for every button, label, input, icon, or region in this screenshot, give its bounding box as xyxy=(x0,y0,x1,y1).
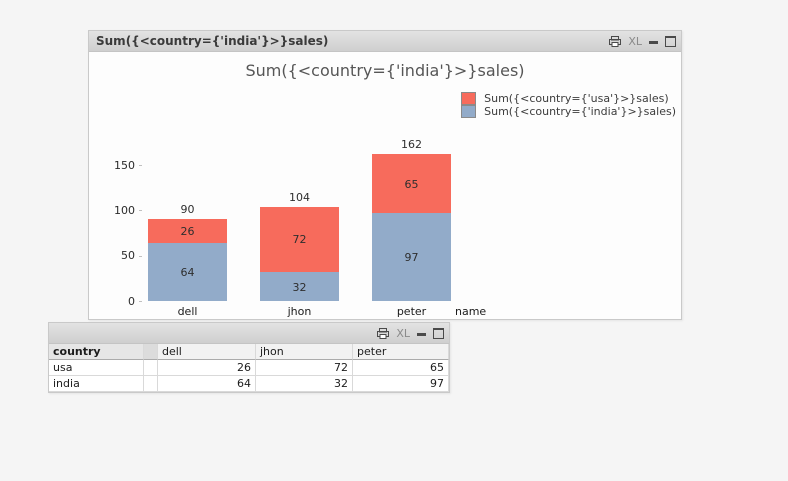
x-axis-label: name xyxy=(455,305,487,318)
table-spacer-cell xyxy=(144,376,158,392)
bar-segment[interactable] xyxy=(148,219,227,243)
y-axis-tick-label: 50 xyxy=(121,249,135,263)
chart-window-title: Sum({<country={'india'}>}sales) xyxy=(96,34,329,48)
table-header-spacer-cell xyxy=(144,344,158,360)
bar-segment[interactable] xyxy=(260,206,339,272)
bar-segment-value-label: 64 xyxy=(180,266,195,279)
table-value-cell: 97 xyxy=(353,376,449,392)
table-value-cell: 26 xyxy=(158,360,256,376)
table-header-row: country dell jhon peter xyxy=(49,344,449,360)
bar-segment-value-label: 26 xyxy=(180,225,195,239)
minimize-icon[interactable] xyxy=(649,40,658,44)
table-dimension-cell[interactable]: usa xyxy=(49,360,144,376)
table-spacer-cell xyxy=(144,360,158,376)
bar-segment[interactable] xyxy=(372,154,451,213)
bar-segment-value-label: 32 xyxy=(292,280,307,294)
chart-legend: Sum({<country={'usa'}>}sales) Sum({<count… xyxy=(461,92,676,118)
pivot-table: country dell jhon peter usa 26 72 65 india 64 32 97 xyxy=(49,344,449,392)
print-icon[interactable] xyxy=(609,35,622,47)
y-axis-tick-mark xyxy=(139,210,142,212)
table-row: usa 26 72 65 xyxy=(49,360,449,376)
legend-label: Sum({<country={'india'}>}sales) xyxy=(484,105,676,118)
y-axis-tick-mark xyxy=(139,255,142,257)
bar-total-label: 162 xyxy=(401,138,422,152)
chart-title: Sum({<country={'india'}>}sales) xyxy=(245,61,525,80)
pivot-table-window: XL country dell jhon peter usa 26 72 65 india 64 3… xyxy=(48,322,450,393)
table-window-titlebar[interactable]: XL xyxy=(49,323,449,344)
bar-segment-value-label: 97 xyxy=(404,251,419,264)
chart-caption-icons: XL xyxy=(609,35,676,48)
table-header-cell[interactable]: peter xyxy=(353,344,449,360)
y-axis-tick-mark xyxy=(139,165,142,166)
y-axis-tick-label: 100 xyxy=(114,203,135,217)
minimize-icon[interactable] xyxy=(417,332,426,336)
legend-label: Sum({<country={'usa'}>}sales) xyxy=(484,92,669,105)
excel-export-icon[interactable]: XL xyxy=(628,34,642,48)
print-icon[interactable] xyxy=(377,327,390,339)
y-axis-tick-label: 150 xyxy=(114,158,135,172)
table-value-cell: 32 xyxy=(256,376,353,392)
category-label[interactable]: jhon xyxy=(287,305,312,318)
maximize-icon[interactable] xyxy=(665,35,676,47)
bar-total-label: 90 xyxy=(180,203,195,217)
legend-swatch xyxy=(461,92,477,105)
table-value-cell: 64 xyxy=(158,376,256,392)
bar-total-label: 104 xyxy=(289,190,310,204)
table-header-cell[interactable]: dell xyxy=(158,344,256,360)
bar-segment-value-label: 65 xyxy=(404,177,419,191)
bar-segment[interactable] xyxy=(260,272,339,301)
table-caption-icons: XL xyxy=(377,327,444,340)
category-label[interactable]: peter xyxy=(396,305,427,318)
legend-item: Sum({<country={'usa'}>}sales) xyxy=(461,92,676,105)
excel-export-icon[interactable]: XL xyxy=(396,326,410,340)
legend-item: Sum({<country={'india'}>}sales) xyxy=(461,105,676,118)
bar-segment-value-label: 72 xyxy=(292,233,307,247)
y-axis-tick-label: 0 xyxy=(128,294,135,308)
chart-window: Sum({<country={'india'}>}sales) XL Sum({… xyxy=(88,30,682,320)
bar-segment[interactable] xyxy=(148,243,227,301)
table-row: india 64 32 97 xyxy=(49,376,449,392)
chart-window-titlebar[interactable]: Sum({<country={'india'}>}sales) XL xyxy=(89,31,681,52)
chart-plot-area: Sum({<country={'india'}>}sales) Sum({<co… xyxy=(89,52,681,319)
table-header-cell-country[interactable]: country xyxy=(49,344,144,360)
category-label[interactable]: dell xyxy=(177,305,198,318)
maximize-icon[interactable] xyxy=(433,327,444,339)
table-dimension-cell[interactable]: india xyxy=(49,376,144,392)
table-header-cell[interactable]: jhon xyxy=(256,344,353,360)
bar-segment[interactable] xyxy=(372,213,451,301)
table-value-cell: 65 xyxy=(353,360,449,376)
y-axis-tick-mark xyxy=(139,301,142,302)
legend-swatch xyxy=(461,105,477,118)
table-value-cell: 72 xyxy=(256,360,353,376)
